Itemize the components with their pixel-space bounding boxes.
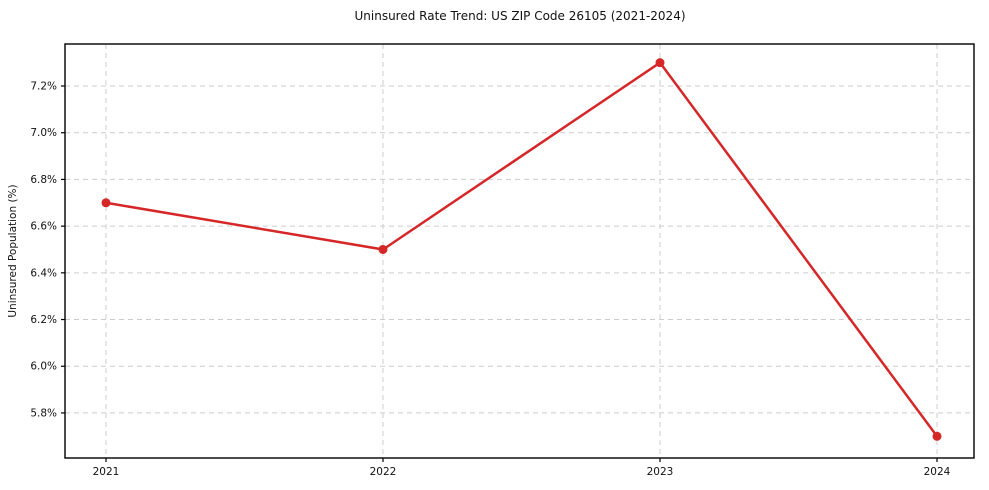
data-point [932,431,942,441]
data-point [101,198,111,208]
y-tick-label: 7.2% [30,81,57,93]
y-tick-label: 6.6% [30,221,57,233]
plot-border [64,43,975,459]
x-tick-label: 2023 [647,466,674,478]
x-tick-label: 2022 [370,466,397,478]
y-tick-label: 6.0% [30,361,57,373]
trend-line [104,61,939,438]
y-tick-label: 6.8% [30,174,57,186]
y-tick-label: 5.8% [30,407,57,419]
data-point [378,244,388,254]
chart-title: Uninsured Rate Trend: US ZIP Code 26105 … [354,9,686,23]
x-tick-label: 2021 [93,466,120,478]
y-tick-label: 6.2% [30,314,57,326]
data-point [655,58,665,68]
y-tick-label: 7.0% [30,127,57,139]
y-tick-label: 6.4% [30,267,57,279]
x-tick-label: 2024 [924,466,951,478]
